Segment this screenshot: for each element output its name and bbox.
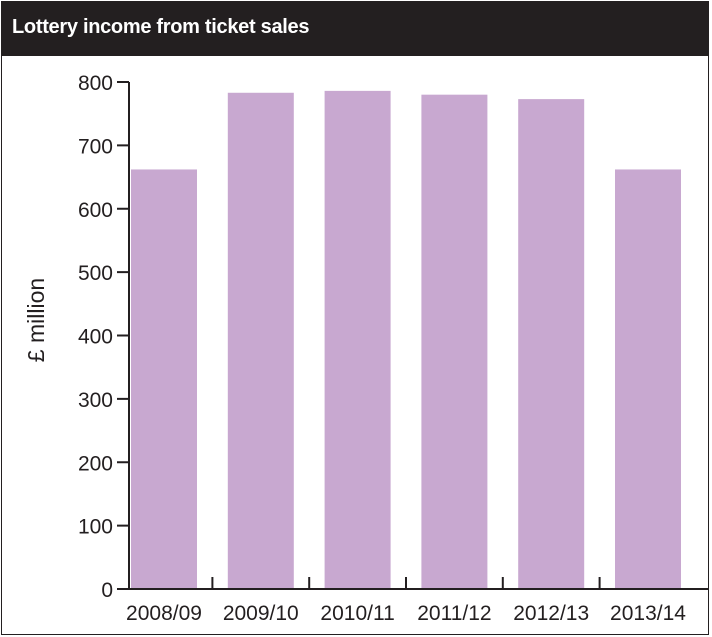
y-axis-title: £ million	[23, 278, 49, 362]
x-tick-label-2012-13: 2012/13	[513, 602, 589, 625]
chart-title-bar: Lottery income from ticket sales	[2, 2, 708, 56]
y-tick-label-500: 500	[78, 262, 113, 285]
bar-2008-09	[131, 169, 197, 589]
bar-2010-11	[324, 90, 391, 589]
axes-group: 0 100 200 300 400 500 600 700 800 2008/09 2009/10 2…	[78, 72, 709, 625]
x-tick-label-2010-11: 2010/11	[320, 602, 394, 625]
bar-2009-10	[227, 92, 294, 590]
chart-title: Lottery income from ticket sales	[12, 16, 310, 38]
bar-2011-12	[421, 94, 488, 590]
y-tick-label-0: 0	[101, 579, 113, 602]
bar-2012-13	[518, 99, 585, 589]
x-tick-label-2008-09: 2008/09	[126, 602, 202, 625]
y-tick-label-600: 600	[78, 199, 113, 222]
y-tick-label-700: 700	[78, 135, 113, 158]
y-tick-label-800: 800	[78, 72, 113, 95]
y-tick-label-200: 200	[78, 452, 113, 475]
x-tick-label-2013-14: 2013/14	[610, 602, 686, 625]
x-tick-label-2009-10: 2009/10	[223, 602, 299, 625]
y-tick-label-300: 300	[78, 389, 113, 412]
y-tick-label-400: 400	[78, 326, 113, 349]
bar-2013-14	[615, 169, 681, 589]
x-tick-label-2011-12: 2011/12	[417, 602, 491, 625]
bars-group	[131, 90, 681, 590]
y-tick-label-100: 100	[78, 516, 113, 539]
